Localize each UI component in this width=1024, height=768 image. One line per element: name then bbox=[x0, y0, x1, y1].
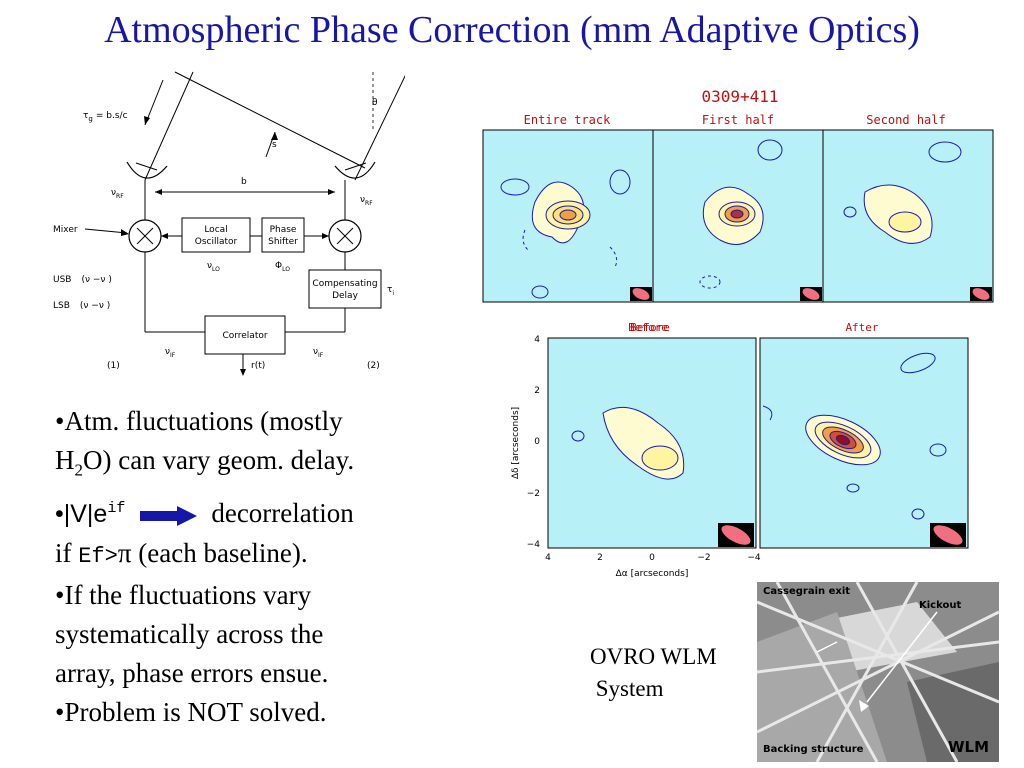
bullet-1-line1: •Atm. fluctuations (mostly bbox=[55, 406, 343, 436]
y-tick-4: −4 bbox=[527, 540, 541, 550]
phi-lo-label: ΦLO bbox=[275, 261, 290, 273]
caption-line2: System bbox=[590, 676, 664, 701]
label-1: (1) bbox=[107, 361, 120, 371]
x-tick-2: 0 bbox=[649, 553, 655, 563]
panel-entire-track-label: Entire track bbox=[524, 113, 611, 127]
local-osc-line1: Local bbox=[204, 225, 227, 235]
nu-if-right: νIF bbox=[313, 347, 324, 359]
map-panel-entire-track bbox=[482, 129, 654, 303]
baseline-label: b bbox=[241, 177, 247, 187]
nu-rf-right: νRF bbox=[360, 195, 373, 207]
y-tick-3: −2 bbox=[527, 489, 540, 499]
y-axis-label: Δδ [arcseconds] bbox=[511, 407, 521, 479]
bullet-3-line2: systematically across the bbox=[55, 619, 324, 650]
usb-label: USB (ν −ν ) bbox=[53, 275, 112, 285]
after-panel: After bbox=[759, 321, 969, 549]
panel-before-label: Before bbox=[630, 321, 670, 334]
before-axes: 4 2 0 −2 −4 4 2 0 −2 −4 Δα [arcseconds] … bbox=[511, 335, 761, 579]
bullet-1-line2: H2O) can vary geom. delay. bbox=[55, 445, 355, 480]
wlm-label: WLM bbox=[947, 738, 989, 756]
top-map-panels: 0309+411 Entire track First half Second … bbox=[482, 87, 994, 303]
x-tick-1: 2 bbox=[597, 553, 603, 563]
y-tick-2: 0 bbox=[534, 437, 540, 447]
lsb-label: LSB (ν −ν ) bbox=[53, 301, 110, 311]
interferometer-diagram: s θ τg = b.s/c b νRF νRF Mixer Local Osci… bbox=[53, 71, 405, 376]
wlm-photo: Cassegrain exit Kickout Backing structur… bbox=[757, 582, 999, 762]
phase-shifter-line1: Phase bbox=[270, 225, 297, 235]
x-axis-label: Δα [arcseconds] bbox=[616, 569, 689, 579]
s-label: s bbox=[272, 140, 277, 150]
arrow-right-icon bbox=[140, 506, 198, 527]
correlator-label: Correlator bbox=[222, 331, 267, 341]
cassegrain-label: Cassegrain exit bbox=[763, 586, 851, 597]
bottom-map-panels-body: Before 4 2 0 −2 −4 4 2 0 −2 −4 Δα [arcse… bbox=[511, 321, 761, 579]
bullet-2: •|V|eif decorrelation bbox=[55, 498, 354, 529]
caption-line1: OVRO WLM bbox=[590, 644, 717, 669]
panel-second-half-label: Second half bbox=[866, 113, 945, 127]
bullet-2-cont: if Ef>π (each baseline). bbox=[55, 538, 308, 570]
source-name: 0309+411 bbox=[701, 87, 778, 106]
kickout-label: Kickout bbox=[919, 600, 962, 611]
wlm-caption: OVRO WLM System bbox=[590, 641, 717, 705]
tau-i-label: τi bbox=[387, 285, 394, 297]
label-2: (2) bbox=[367, 361, 380, 371]
backing-structure-label: Backing structure bbox=[763, 744, 864, 755]
theta-label: θ bbox=[372, 98, 378, 108]
slide-title: Atmospheric Phase Correction (mm Adaptiv… bbox=[104, 9, 920, 51]
mixer-label: Mixer bbox=[53, 225, 78, 235]
bullet-list: •Atm. fluctuations (mostly H2O) can vary… bbox=[55, 402, 485, 732]
map-panel-second-half bbox=[822, 129, 994, 303]
wlm-photo-image bbox=[757, 582, 999, 762]
rt-label: r(t) bbox=[251, 361, 265, 371]
bullet-3-line1: •If the fluctuations vary bbox=[55, 580, 312, 611]
comp-delay-line1: Compensating bbox=[312, 279, 377, 289]
nu-lo-label: νLO bbox=[207, 261, 220, 273]
x-tick-0: 4 bbox=[545, 553, 551, 563]
map-panel-before bbox=[547, 337, 757, 549]
x-tick-4: −4 bbox=[747, 553, 761, 563]
y-tick-0: 4 bbox=[534, 335, 540, 345]
bullet-4: •Problem is NOT solved. bbox=[55, 697, 327, 728]
phase-shifter-line2: Shifter bbox=[268, 237, 298, 247]
map-panel-first-half bbox=[652, 129, 824, 303]
y-tick-1: 2 bbox=[534, 386, 540, 396]
nu-rf-left: νRF bbox=[111, 188, 124, 200]
panel-after-title: After bbox=[845, 321, 878, 334]
panel-first-half-label: First half bbox=[702, 113, 774, 127]
bottom-map-panels: Before After bbox=[630, 321, 670, 334]
map-panel-after bbox=[759, 337, 969, 549]
comp-delay-line2: Delay bbox=[332, 291, 358, 301]
tau-g-label: τg = b.s/c bbox=[83, 111, 128, 123]
nu-if-left: νIF bbox=[165, 347, 176, 359]
panel-before-title: Before bbox=[628, 321, 668, 334]
x-tick-3: −2 bbox=[697, 553, 710, 563]
local-osc-line2: Oscillator bbox=[195, 237, 238, 247]
bullet-3-line3: array, phase errors ensue. bbox=[55, 658, 329, 689]
